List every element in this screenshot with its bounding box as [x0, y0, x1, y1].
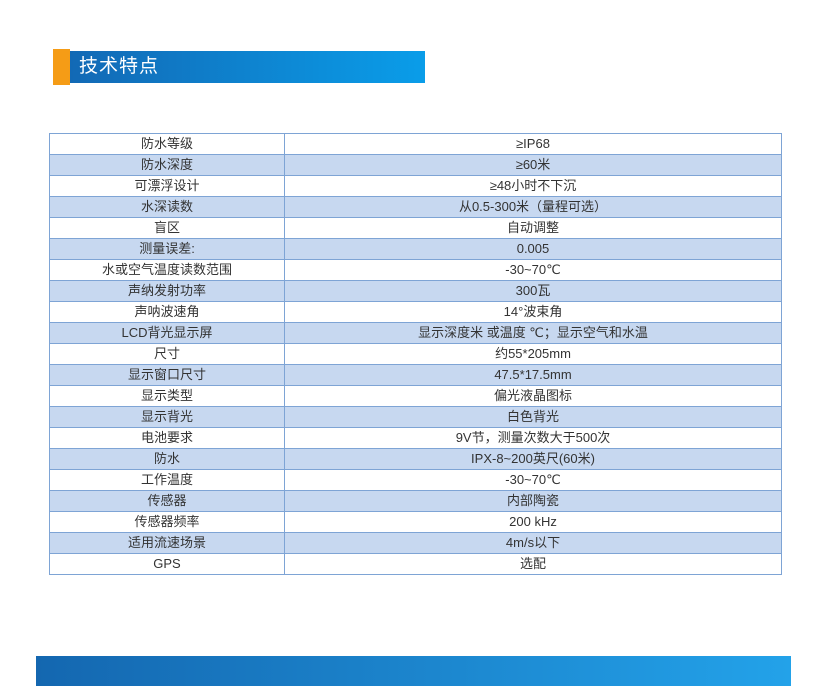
spec-label-cell: 电池要求: [49, 427, 285, 449]
spec-label-cell: 水深读数: [49, 196, 285, 218]
table-row: 电池要求 9V节，测量次数大于500次: [49, 427, 782, 449]
spec-value-cell: 200 kHz: [284, 511, 782, 533]
table-row: 显示背光 白色背光: [49, 406, 782, 428]
spec-label-cell: 传感器频率: [49, 511, 285, 533]
spec-value-cell: 显示深度米 或温度 ℃；显示空气和水温: [284, 322, 782, 344]
table-row: LCD背光显示屏 显示深度米 或温度 ℃；显示空气和水温: [49, 322, 782, 344]
spec-table-body: 防水等级 ≥IP68 防水深度 ≥60米 可漂浮设计 ≥48小时不下沉 水深读数 从0.5-3…: [49, 133, 782, 575]
spec-value-cell: 白色背光: [284, 406, 782, 428]
spec-value-cell: 偏光液晶图标: [284, 385, 782, 407]
spec-value-cell: ≥48小时不下沉: [284, 175, 782, 197]
spec-value-cell: 4m/s以下: [284, 532, 782, 554]
spec-label-cell: 传感器: [49, 490, 285, 512]
spec-value-cell: 9V节，测量次数大于500次: [284, 427, 782, 449]
section-title: 技术特点: [79, 56, 160, 77]
spec-value-cell: 47.5*17.5mm: [284, 364, 782, 386]
spec-label-cell: 显示背光: [49, 406, 285, 428]
table-row: 显示类型 偏光液晶图标: [49, 385, 782, 407]
spec-label-cell: 测量误差:: [49, 238, 285, 260]
spec-label-cell: 可漂浮设计: [49, 175, 285, 197]
table-row: 防水 IPX-8~200英尺(60米): [49, 448, 782, 470]
spec-label-cell: 水或空气温度读数范围: [49, 259, 285, 281]
table-row: 传感器 内部陶瓷: [49, 490, 782, 512]
table-row: 水深读数 从0.5-300米（量程可选）: [49, 196, 782, 218]
spec-value-cell: 选配: [284, 553, 782, 575]
header-gradient-bar: 技术特点: [70, 51, 425, 83]
table-row: 测量误差: 0.005: [49, 238, 782, 260]
table-row: GPS 选配: [49, 553, 782, 575]
spec-label-cell: 防水深度: [49, 154, 285, 176]
spec-label-cell: GPS: [49, 553, 285, 575]
table-row: 声纳发射功率 300瓦: [49, 280, 782, 302]
footer-gradient-bar: [36, 656, 791, 686]
spec-value-cell: ≥60米: [284, 154, 782, 176]
table-row: 显示窗口尺寸 47.5*17.5mm: [49, 364, 782, 386]
spec-value-cell: IPX-8~200英尺(60米): [284, 448, 782, 470]
table-row: 工作温度 -30~70℃: [49, 469, 782, 491]
spec-value-cell: 0.005: [284, 238, 782, 260]
table-row: 适用流速场景 4m/s以下: [49, 532, 782, 554]
spec-label-cell: LCD背光显示屏: [49, 322, 285, 344]
table-row: 可漂浮设计 ≥48小时不下沉: [49, 175, 782, 197]
spec-label-cell: 声呐波速角: [49, 301, 285, 323]
spec-label-cell: 工作温度: [49, 469, 285, 491]
spec-value-cell: 14°波束角: [284, 301, 782, 323]
spec-value-cell: ≥IP68: [284, 133, 782, 155]
table-row: 防水等级 ≥IP68: [49, 133, 782, 155]
table-row: 尺寸 约55*205mm: [49, 343, 782, 365]
table-row: 盲区 自动调整: [49, 217, 782, 239]
spec-label-cell: 显示类型: [49, 385, 285, 407]
table-row: 传感器频率 200 kHz: [49, 511, 782, 533]
spec-value-cell: 内部陶瓷: [284, 490, 782, 512]
spec-value-cell: 300瓦: [284, 280, 782, 302]
spec-table: 防水等级 ≥IP68 防水深度 ≥60米 可漂浮设计 ≥48小时不下沉 水深读数 从0.5-3…: [49, 133, 782, 575]
spec-label-cell: 尺寸: [49, 343, 285, 365]
table-row: 防水深度 ≥60米: [49, 154, 782, 176]
spec-label-cell: 声纳发射功率: [49, 280, 285, 302]
spec-value-cell: -30~70℃: [284, 469, 782, 491]
spec-value-cell: 自动调整: [284, 217, 782, 239]
spec-label-cell: 适用流速场景: [49, 532, 285, 554]
orange-accent-block: [53, 49, 70, 85]
spec-label-cell: 盲区: [49, 217, 285, 239]
spec-value-cell: 从0.5-300米（量程可选）: [284, 196, 782, 218]
spec-label-cell: 防水等级: [49, 133, 285, 155]
spec-label-cell: 显示窗口尺寸: [49, 364, 285, 386]
spec-value-cell: -30~70℃: [284, 259, 782, 281]
spec-value-cell: 约55*205mm: [284, 343, 782, 365]
table-row: 声呐波速角 14°波束角: [49, 301, 782, 323]
table-row: 水或空气温度读数范围 -30~70℃: [49, 259, 782, 281]
spec-label-cell: 防水: [49, 448, 285, 470]
